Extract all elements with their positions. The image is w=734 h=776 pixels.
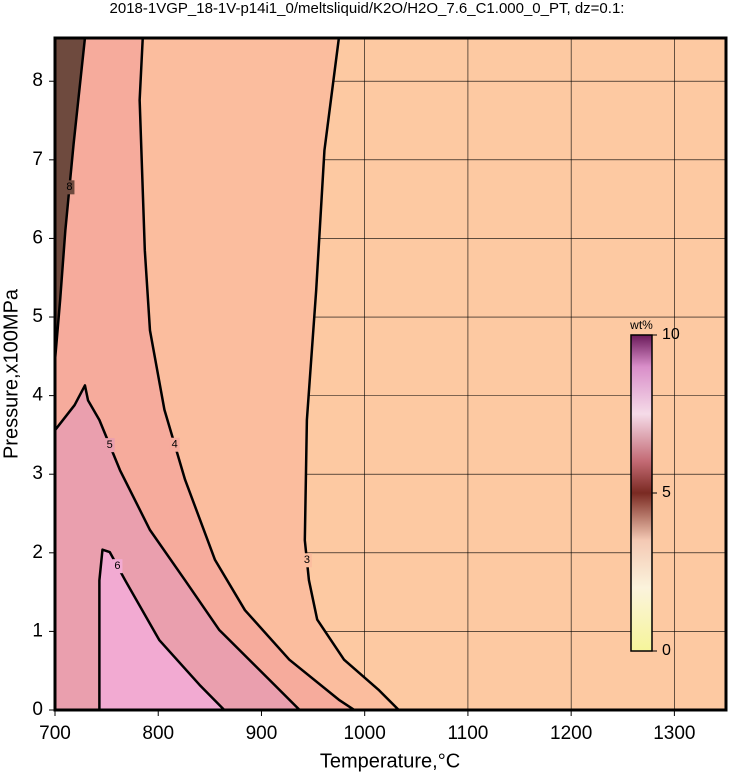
y-tick-label: 5	[32, 306, 43, 327]
contour-fill	[99, 549, 225, 710]
contour-label: 4	[172, 439, 178, 451]
y-tick-label: 7	[32, 149, 43, 170]
contour-label-bg	[64, 180, 75, 195]
x-tick-label: 900	[246, 723, 278, 744]
contour-label: 6	[114, 560, 120, 572]
y-tick-label: 2	[32, 542, 43, 563]
y-tick-label: 6	[32, 227, 43, 248]
y-tick-label: 3	[32, 463, 43, 484]
x-axis-label: Temperature,°C	[320, 750, 460, 772]
x-tick-label: 700	[39, 723, 71, 744]
x-tick-label: 1100	[447, 723, 488, 744]
axes: 700 800 900 1000 1100 1200 1300 0 1 2 3 4 5 6 7 8 wt% 0 5 1…	[32, 36, 728, 744]
chart-title: 2018-1VGP_18-1V-p14i1_0/meltsliquid/K2O/…	[110, 0, 625, 17]
contour-label: 3	[304, 554, 310, 566]
colorbar-tick-label: 10	[662, 326, 680, 343]
plot-frame	[53, 36, 728, 712]
colorbar-label: wt%	[629, 318, 653, 332]
y-tick-label: 4	[32, 385, 43, 406]
x-tick-label: 800	[142, 723, 174, 744]
y-tick-label: 0	[32, 699, 43, 720]
x-tick-label: 1000	[344, 723, 386, 744]
colorbar	[630, 334, 653, 652]
y-tick-label: 1	[32, 620, 43, 641]
contour-label-bg	[104, 438, 115, 453]
contour-label: 5	[107, 439, 113, 451]
contour-label-bg	[112, 559, 123, 574]
plot-area: 3 4 5 6 8	[55, 38, 726, 710]
colorbar-tick-label: 5	[662, 484, 671, 501]
x-tick-label: 1300	[653, 723, 695, 744]
contour-line	[55, 384, 301, 710]
contour-label-bg	[301, 553, 312, 568]
y-axis-label: Pressure,x100MPa	[0, 288, 22, 459]
contour-fill	[55, 38, 85, 361]
contour-label-bg	[169, 437, 180, 452]
contour-line	[138, 38, 356, 710]
x-tick-label: 1200	[550, 723, 592, 744]
contour-line	[55, 38, 87, 361]
contour-label: 8	[66, 181, 72, 193]
y-tick-label: 8	[32, 70, 43, 91]
colorbar-tick-label: 0	[662, 642, 671, 659]
